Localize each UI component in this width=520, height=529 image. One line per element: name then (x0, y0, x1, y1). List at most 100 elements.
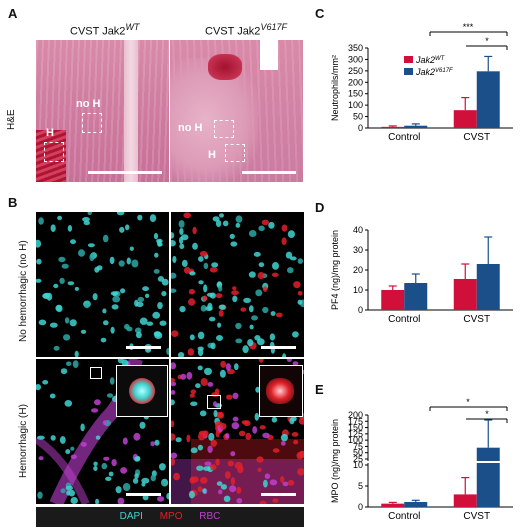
label-noh-wt: no H (76, 98, 101, 110)
nucleus-dot (232, 416, 239, 422)
nucleus-dot (102, 420, 107, 425)
nucleus-dot (154, 331, 163, 339)
y-tick-label: 50 (353, 112, 363, 122)
panel-b-row2-label: Hemorrhagic (H) (18, 404, 29, 478)
nucleus-dot (96, 265, 103, 271)
nucleus-dot (157, 276, 164, 282)
he-clot (208, 54, 242, 80)
bar-wt (381, 503, 405, 507)
inset-cell-v617f (266, 378, 294, 404)
nucleus-dot (87, 212, 92, 216)
channel-legend-bar: DAPI MPO RBC (36, 507, 304, 527)
nucleus-dot (42, 293, 50, 299)
panel-a-col2-title: CVST Jak2V617F (205, 22, 287, 38)
nucleus-dot (36, 239, 42, 248)
nucleus-dot (272, 498, 279, 503)
nucleus-dot (225, 363, 231, 371)
nucleus-dot (293, 281, 301, 289)
nucleus-dot (269, 479, 278, 486)
nucleus-dot (199, 410, 207, 417)
nucleus-dot (197, 444, 203, 451)
nucleus-dot (92, 293, 98, 301)
nucleus-dot (186, 371, 193, 380)
y-tick-label: 20 (353, 265, 363, 275)
he-cortex-divide (124, 40, 138, 182)
sig-label-2: * (485, 36, 489, 46)
nucleus-dot (262, 432, 270, 439)
x-category-label: CVST (463, 314, 490, 325)
legend-sup-v617f: V617F (435, 68, 453, 74)
nucleus-dot (251, 315, 258, 321)
nucleus-dot (198, 280, 204, 285)
nucleus-dot (109, 377, 115, 385)
fluor-image-noh-v617f (171, 212, 304, 357)
nucleus-dot (298, 450, 304, 458)
nucleus-dot (106, 393, 114, 398)
nucleus-dot (210, 342, 216, 350)
nucleus-dot (171, 458, 175, 466)
nucleus-dot (159, 463, 166, 471)
nucleus-dot (59, 277, 65, 284)
fluor-image-h-v617f (171, 359, 304, 504)
nucleus-dot (171, 420, 175, 428)
nucleus-dot (235, 322, 242, 330)
box-noh-wt (82, 113, 102, 133)
label-noh-v617f: no H (178, 122, 203, 134)
nucleus-dot (120, 288, 126, 294)
nucleus-dot (292, 331, 299, 338)
nucleus-dot (157, 496, 165, 502)
nucleus-dot (49, 393, 56, 399)
nucleus-dot (112, 295, 121, 303)
nucleus-dot (287, 267, 294, 274)
y-tick-label: 50 (353, 448, 363, 458)
scale-bar-a1 (88, 171, 162, 174)
nucleus-dot (87, 243, 95, 248)
x-category-label: Control (388, 511, 420, 522)
box-h-wt (44, 142, 64, 162)
nucleus-dot (216, 335, 223, 341)
nucleus-dot (94, 399, 101, 406)
nucleus-dot (198, 256, 204, 262)
nucleus-dot (189, 334, 195, 341)
nucleus-dot (248, 230, 257, 237)
legend-dapi: DAPI (119, 511, 143, 522)
nucleus-dot (205, 306, 213, 312)
y-tick-label: 75 (353, 441, 363, 451)
nucleus-dot (235, 222, 241, 228)
nucleus-dot (53, 345, 60, 351)
x-category-label: Control (388, 314, 420, 325)
nucleus-dot (95, 435, 101, 440)
vessel-rbc-2 (36, 435, 90, 504)
nucleus-dot (171, 272, 177, 279)
nucleus-dot (103, 456, 110, 461)
he-hemorrhage-wt (36, 130, 66, 182)
nucleus-dot (70, 446, 75, 451)
nucleus-dot (263, 479, 268, 488)
bar-v617f (476, 264, 500, 310)
nucleus-dot (231, 290, 239, 296)
nucleus-dot (272, 262, 279, 270)
nucleus-dot (218, 285, 223, 292)
panel-b-row1-label: No hemorrhagic (no H) (18, 240, 29, 342)
nucleus-dot (220, 360, 227, 368)
nucleus-dot (70, 497, 78, 504)
bar-wt (453, 110, 477, 128)
nucleus-dot (202, 466, 211, 471)
nucleus-dot (232, 392, 239, 399)
y-axis-title: Neutrophils/mm² (330, 55, 340, 121)
nucleus-dot (67, 281, 75, 286)
col1-title-sup: WT (125, 22, 140, 32)
bar-v617f (404, 283, 428, 310)
nucleus-dot (242, 345, 249, 354)
nucleus-dot (227, 460, 234, 467)
nucleus-dot (214, 388, 220, 396)
nucleus-dot (219, 369, 226, 378)
he-white-patch (260, 40, 278, 70)
nucleus-dot (102, 308, 107, 314)
nucleus-dot (132, 478, 139, 484)
nucleus-dot (297, 299, 303, 305)
nucleus-dot (248, 305, 254, 313)
y-tick-label: 300 (348, 54, 363, 64)
bar-v617f (476, 447, 500, 507)
nucleus-dot (213, 401, 217, 407)
